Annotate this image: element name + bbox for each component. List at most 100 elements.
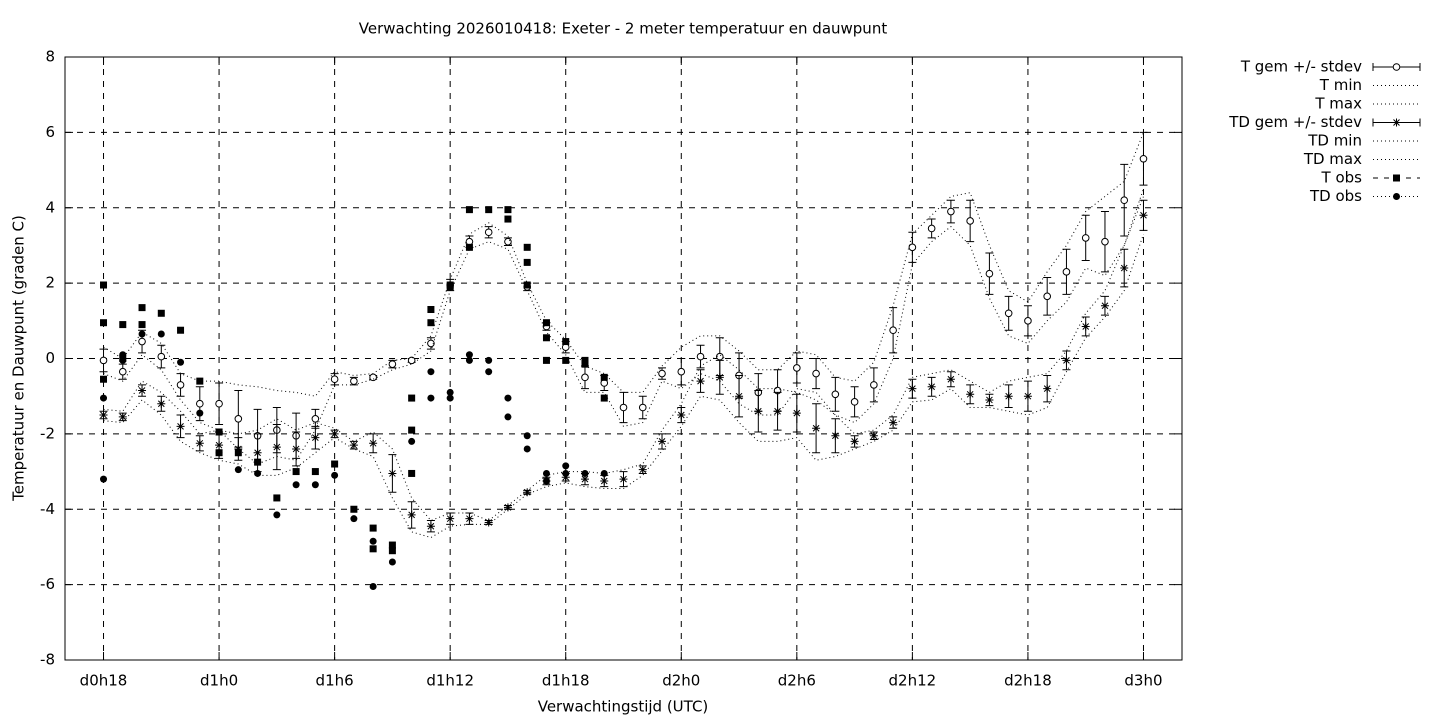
marker bbox=[966, 390, 975, 399]
marker bbox=[465, 514, 474, 523]
marker bbox=[1004, 309, 1013, 318]
marker bbox=[1139, 211, 1148, 220]
marker bbox=[408, 469, 416, 477]
marker bbox=[562, 469, 570, 477]
marker bbox=[947, 207, 955, 216]
marker bbox=[542, 469, 550, 477]
x-tick-label: d1h6 bbox=[316, 672, 354, 690]
marker bbox=[677, 367, 686, 376]
legend-label: T max bbox=[1314, 95, 1362, 113]
x-tick-label: d2h0 bbox=[662, 672, 700, 690]
marker bbox=[465, 243, 473, 251]
marker bbox=[311, 433, 320, 442]
marker bbox=[484, 518, 493, 527]
marker bbox=[234, 415, 243, 423]
marker bbox=[369, 545, 377, 553]
x-tick-label: d1h12 bbox=[426, 672, 474, 690]
marker bbox=[1100, 301, 1109, 310]
marker bbox=[927, 224, 936, 233]
marker bbox=[850, 437, 859, 446]
marker bbox=[331, 471, 339, 479]
x-tick-label: d0h18 bbox=[80, 672, 128, 690]
marker bbox=[985, 269, 994, 278]
marker bbox=[542, 356, 550, 364]
marker bbox=[427, 319, 435, 327]
marker bbox=[349, 441, 358, 450]
marker bbox=[426, 522, 435, 531]
marker bbox=[870, 381, 878, 389]
x-tick-label: d1h18 bbox=[542, 672, 590, 690]
marker bbox=[388, 541, 396, 549]
marker bbox=[311, 415, 320, 423]
x-tick-label: d2h12 bbox=[889, 672, 937, 690]
marker bbox=[100, 394, 108, 402]
marker bbox=[1043, 384, 1052, 393]
legend-label: TD obs bbox=[1309, 187, 1362, 205]
marker bbox=[658, 369, 666, 378]
marker bbox=[793, 364, 801, 372]
marker bbox=[715, 373, 724, 382]
marker bbox=[272, 443, 281, 452]
marker bbox=[350, 515, 358, 523]
marker bbox=[138, 304, 146, 312]
marker bbox=[600, 469, 608, 477]
marker bbox=[331, 460, 339, 468]
marker bbox=[1081, 234, 1090, 242]
marker bbox=[658, 437, 667, 446]
marker bbox=[427, 394, 435, 402]
marker bbox=[292, 481, 300, 489]
marker bbox=[100, 281, 108, 289]
marker bbox=[176, 422, 185, 431]
marker bbox=[523, 243, 531, 251]
marker bbox=[446, 281, 454, 289]
chart-title: Verwachting 2026010418: Exeter - 2 meter… bbox=[359, 20, 888, 38]
marker bbox=[1081, 322, 1090, 331]
marker bbox=[677, 411, 686, 420]
marker bbox=[908, 384, 917, 393]
marker bbox=[99, 356, 108, 365]
marker bbox=[254, 458, 262, 466]
marker bbox=[311, 481, 319, 489]
marker bbox=[215, 399, 223, 408]
marker bbox=[234, 466, 242, 474]
marker bbox=[504, 215, 512, 223]
marker bbox=[330, 375, 339, 384]
marker bbox=[254, 469, 262, 477]
marker bbox=[100, 375, 108, 383]
marker bbox=[330, 429, 339, 438]
marker bbox=[215, 441, 224, 450]
marker bbox=[1023, 392, 1032, 401]
marker bbox=[792, 409, 801, 418]
marker bbox=[773, 407, 782, 416]
marker bbox=[581, 356, 589, 364]
marker bbox=[195, 439, 204, 448]
y-tick-label: -6 bbox=[40, 575, 55, 593]
marker bbox=[388, 558, 396, 566]
marker bbox=[119, 321, 127, 329]
marker bbox=[696, 377, 705, 386]
marker bbox=[581, 360, 589, 368]
marker bbox=[446, 394, 454, 402]
legend-marker bbox=[1393, 193, 1400, 200]
marker bbox=[273, 494, 281, 502]
marker bbox=[831, 390, 840, 399]
marker bbox=[427, 306, 435, 314]
marker bbox=[735, 392, 744, 401]
legend-label: T obs bbox=[1321, 169, 1363, 187]
y-tick-label: 8 bbox=[45, 48, 55, 66]
legend-label: TD min bbox=[1307, 132, 1362, 150]
marker bbox=[138, 386, 147, 395]
marker bbox=[157, 352, 166, 361]
marker bbox=[542, 477, 550, 485]
marker bbox=[369, 583, 377, 591]
marker bbox=[542, 334, 550, 342]
marker bbox=[234, 444, 243, 453]
marker bbox=[504, 394, 512, 402]
marker bbox=[638, 403, 647, 412]
marker bbox=[600, 394, 608, 402]
marker bbox=[850, 398, 859, 406]
marker bbox=[485, 206, 493, 214]
marker bbox=[889, 418, 898, 427]
marker bbox=[504, 206, 512, 214]
